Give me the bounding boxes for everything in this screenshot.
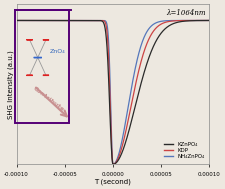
Y-axis label: SHG Intensity (a.u.): SHG Intensity (a.u.)	[7, 50, 14, 119]
Bar	[15, 10, 69, 123]
Legend: KZnPO₄, KDP, NH₄ZnPO₄: KZnPO₄, KDP, NH₄ZnPO₄	[162, 139, 207, 162]
Text: ZnO₄: ZnO₄	[49, 49, 65, 54]
X-axis label: T (second): T (second)	[94, 178, 131, 185]
Text: λ=1064nm: λ=1064nm	[166, 9, 206, 17]
Text: Contribute: Contribute	[32, 86, 65, 112]
